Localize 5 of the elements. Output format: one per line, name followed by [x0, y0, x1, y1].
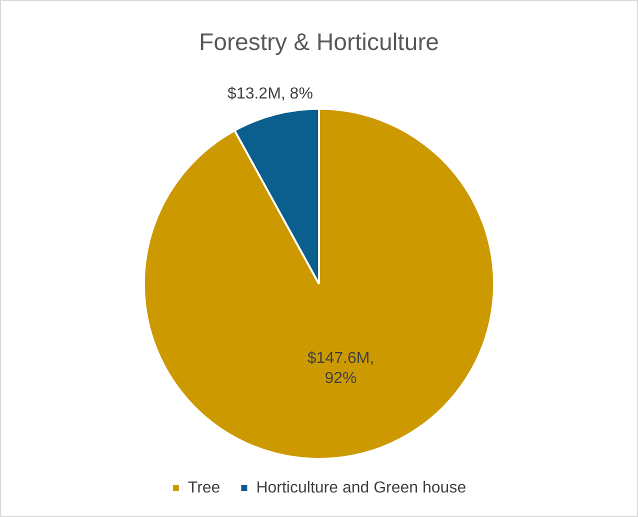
data-label: $147.6M, 92% — [307, 350, 374, 388]
legend-label: Horticulture and Green house — [256, 479, 466, 496]
chart-title: Forestry & Horticulture — [198, 29, 440, 56]
legend-label: Tree — [188, 479, 220, 496]
data-label: $13.2M, 8% — [228, 85, 313, 102]
